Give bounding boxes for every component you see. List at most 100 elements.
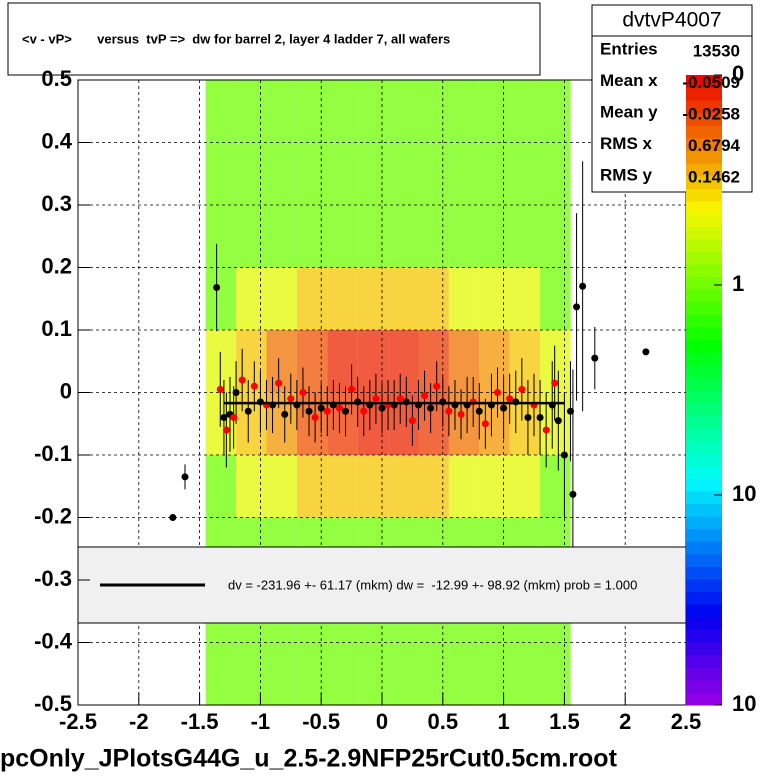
- heat-cell: [388, 455, 419, 518]
- heat-cell: [540, 80, 571, 143]
- heat-cell: [205, 142, 237, 205]
- profile-point: [642, 348, 650, 356]
- palette-step: [686, 692, 722, 706]
- heat-cell: [205, 642, 237, 705]
- heat-cell: [236, 455, 267, 518]
- profile-point: [591, 354, 599, 362]
- heat-cell: [540, 455, 571, 518]
- heat-cell: [540, 205, 571, 268]
- profile-point: [566, 407, 574, 415]
- palette-step: [686, 138, 722, 152]
- palette-step: [686, 415, 722, 429]
- profile-point: [220, 414, 228, 421]
- heat-cell: [479, 330, 510, 393]
- x-tick-label: 1.5: [549, 709, 580, 734]
- palette-step: [686, 390, 722, 404]
- palette-step: [686, 440, 722, 454]
- heat-cell: [418, 330, 449, 393]
- heat-cell: [357, 205, 389, 268]
- profile-point: [427, 404, 435, 412]
- x-tick-label: 2.5: [671, 709, 702, 734]
- profile-point: [445, 407, 453, 415]
- heat-cell: [327, 455, 358, 518]
- heat-cell: [236, 642, 267, 705]
- y-tick-label: -0.4: [34, 628, 73, 653]
- heat-cell: [266, 142, 297, 205]
- palette-step: [686, 226, 722, 240]
- heat-cell: [327, 205, 358, 268]
- palette-step: [686, 276, 722, 290]
- profile-point: [475, 407, 483, 415]
- heat-cell: [296, 80, 328, 143]
- x-tick-label: -2: [129, 709, 149, 734]
- heat-cell: [357, 642, 389, 705]
- stats-value: 13530: [693, 41, 740, 60]
- palette-step: [686, 490, 722, 504]
- stats-name: Entries: [600, 39, 658, 58]
- palette-step: [686, 591, 722, 605]
- heat-cell: [418, 205, 449, 268]
- profile-point: [216, 385, 224, 393]
- palette-step: [686, 465, 722, 479]
- palette-step: [686, 516, 722, 530]
- palette-step: [686, 188, 722, 202]
- profile-point: [551, 379, 559, 387]
- x-tick-label: -1.5: [181, 709, 219, 734]
- footer: pcOnly_JPlotsG44G_u_2.5-2.9NFP25rCut0.5c…: [0, 745, 618, 773]
- chart-title: <v - vP> versus tvP => dw for barrel 2, …: [22, 31, 450, 46]
- x-tick-label: -0.5: [302, 709, 340, 734]
- profile-point: [506, 395, 514, 403]
- stats-name: RMS y: [600, 165, 653, 184]
- heat-cell: [296, 642, 328, 705]
- heat-cell: [388, 642, 419, 705]
- profile-point: [378, 404, 386, 412]
- profile-point: [299, 389, 307, 396]
- heat-cell: [448, 142, 480, 205]
- palette-step: [686, 642, 722, 656]
- palette-step: [686, 339, 722, 353]
- profile-point: [500, 404, 508, 412]
- profile-point: [524, 414, 532, 421]
- heat-cell: [509, 80, 541, 143]
- heat-cell: [479, 142, 510, 205]
- palette-step: [686, 175, 722, 189]
- palette-step: [686, 87, 722, 101]
- y-tick-label: 0.5: [41, 66, 72, 91]
- heat-cell: [479, 455, 510, 518]
- z-tick-label: 10: [732, 481, 756, 506]
- heat-cell: [448, 205, 480, 268]
- y-tick-label: -0.5: [34, 691, 72, 716]
- profile-point: [250, 382, 258, 390]
- heat-cell: [236, 205, 267, 268]
- profile-point: [536, 414, 544, 421]
- heat-cell: [388, 80, 419, 143]
- profile-point: [244, 407, 252, 415]
- palette-step: [686, 264, 722, 278]
- palette-step: [686, 364, 722, 378]
- palette-step: [686, 402, 722, 416]
- profile-point: [518, 385, 526, 393]
- heat-cell: [448, 267, 480, 330]
- profile-point: [573, 303, 581, 311]
- heat-cell: [448, 330, 480, 393]
- stats-value: 0.6794: [688, 136, 741, 155]
- profile-point: [554, 417, 562, 425]
- heat-cell: [205, 330, 237, 393]
- palette-step: [686, 301, 722, 315]
- x-tick-label: -2.5: [59, 709, 97, 734]
- heat-cell: [418, 455, 449, 518]
- heat-cell: [418, 642, 449, 705]
- heat-cell: [205, 267, 237, 330]
- palette-step: [686, 629, 722, 643]
- profile-point: [457, 410, 465, 418]
- profile-point: [579, 282, 587, 290]
- profile-point: [230, 414, 238, 421]
- y-tick-label: -0.3: [34, 566, 72, 591]
- heat-cell: [327, 142, 358, 205]
- heat-cell: [266, 205, 297, 268]
- profile-point: [232, 389, 240, 396]
- profile-point: [348, 385, 356, 393]
- heat-cell: [418, 142, 449, 205]
- x-tick-label: 0: [376, 709, 388, 734]
- profile-point: [396, 395, 404, 403]
